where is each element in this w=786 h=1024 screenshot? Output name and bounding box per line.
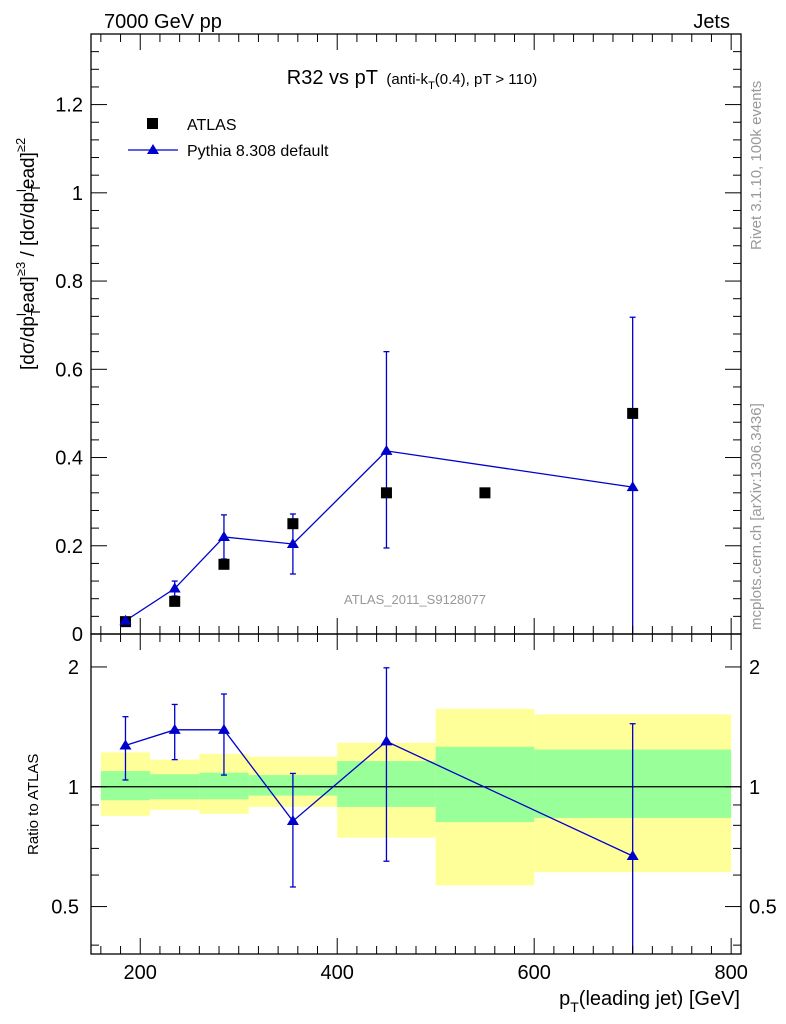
top-y-tick-label: 1.2	[55, 95, 83, 117]
legend-pythia-marker	[147, 144, 159, 154]
ratio-point	[626, 849, 639, 860]
ratio-point	[217, 723, 230, 734]
top-y-tick-label: 0.6	[55, 359, 83, 381]
watermark: ATLAS_2011_S9128077	[344, 592, 486, 607]
atlas-point	[218, 558, 230, 570]
x-tick-label: 600	[517, 962, 550, 984]
bottom-y-tick-label-left: 1	[68, 777, 79, 799]
pythia-point	[380, 444, 393, 455]
bottom-y-tick-label-left: 2	[68, 657, 79, 679]
pythia-point	[119, 614, 132, 625]
chart-title-sub: (anti-k	[386, 71, 428, 88]
header-left: 7000 GeV pp	[104, 11, 222, 33]
pythia-point	[217, 530, 230, 541]
pythia-point	[286, 538, 299, 548]
atlas-point	[380, 487, 392, 499]
uncertainty-band-inner	[435, 746, 535, 823]
bottom-y-tick-label-left: 0.5	[51, 897, 79, 919]
pythia-point	[168, 582, 181, 593]
top-y-tick-label: 0.2	[55, 536, 83, 558]
bottom-plot-area	[91, 708, 741, 886]
top-y-tick-label: 0	[72, 624, 83, 646]
top-y-tick-label: 0.8	[55, 271, 83, 293]
rivet-label: Rivet 3.1.10, 100k events	[748, 81, 765, 250]
chart-title-sub-rest: (0.4), pT > 110)	[435, 71, 537, 88]
legend-pythia-label: Pythia 8.308 default	[187, 143, 329, 160]
bottom-y-tick-label-right: 2	[749, 657, 760, 679]
ratio-line	[125, 729, 633, 857]
top-y-tick-label: 0.4	[55, 448, 83, 470]
pythia-line	[125, 450, 633, 622]
x-axis-label: pT(leading jet) [GeV]	[559, 988, 740, 1015]
atlas-point	[627, 407, 639, 419]
legend-atlas-label: ATLAS	[187, 117, 237, 134]
bottom-y-axis-label: Ratio to ATLAS	[25, 754, 42, 855]
chart-title-sub-t: T	[428, 80, 435, 92]
bottom-y-tick-label-right: 1	[749, 777, 760, 799]
x-tick-label: 800	[714, 962, 747, 984]
uncertainty-band-inner	[199, 772, 249, 800]
x-tick-label: 200	[124, 962, 157, 984]
chart-title: R32 vs pT (anti-kT(0.4), pT > 110)	[287, 67, 537, 92]
pythia-point	[626, 481, 639, 492]
ratio-point	[119, 739, 132, 750]
ratio-point	[286, 815, 299, 826]
header-right: Jets	[693, 11, 730, 33]
ratio-point	[380, 735, 393, 746]
mcplots-label: mcplots.cern.ch [arXiv:1306.3436]	[748, 403, 765, 630]
ratio-point	[168, 723, 181, 734]
legend-atlas-marker	[147, 118, 158, 129]
bottom-y-tick-label-right: 0.5	[749, 897, 777, 919]
x-tick-label: 400	[321, 962, 354, 984]
chart-title-main: R32 vs pT	[287, 67, 378, 89]
atlas-point	[479, 487, 491, 499]
top-y-tick-label: 1	[72, 183, 83, 205]
atlas-point	[169, 595, 181, 607]
atlas-point	[287, 518, 299, 530]
top-y-axis-label: [dσ/dpTlead]≥3 / [dσ/dpTlead]≥2	[13, 138, 43, 370]
